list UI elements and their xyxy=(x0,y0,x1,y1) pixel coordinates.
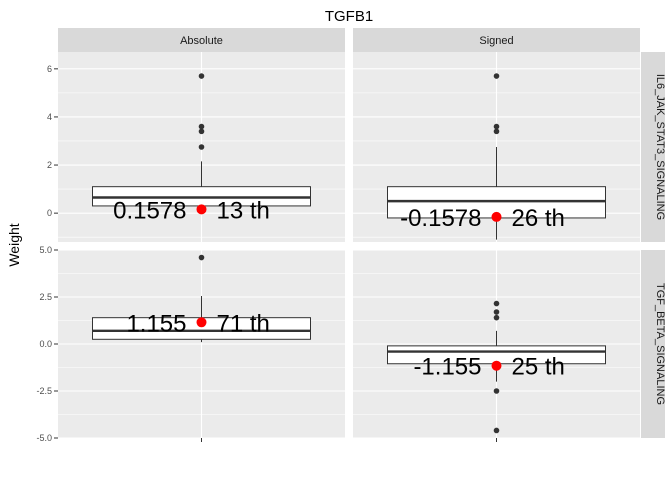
highlight-value-label: 0.1578 xyxy=(113,197,186,224)
y-tick-label: 5.0 xyxy=(39,245,52,255)
column-strip-label: Signed xyxy=(479,35,513,47)
highlight-rank-label: 13 th xyxy=(217,197,270,224)
highlight-point xyxy=(196,317,207,328)
y-tick-label: -2.5 xyxy=(36,386,52,396)
outlier-point xyxy=(198,128,205,135)
outlier-point xyxy=(198,144,205,150)
y-tick-label: 2.5 xyxy=(39,292,52,302)
row-strip-label: IL6_JAK_STAT3_SIGNALING xyxy=(654,74,666,220)
highlight-value-label: 1.155 xyxy=(126,310,186,337)
outlier-point xyxy=(493,73,500,79)
column-strip xyxy=(58,28,345,52)
outlier-point xyxy=(198,254,205,261)
outlier-point xyxy=(493,427,500,434)
y-tick-label: 6 xyxy=(47,64,52,74)
outlier-point xyxy=(493,309,500,315)
highlight-value-label: -1.155 xyxy=(413,354,481,381)
y-tick-label: 2 xyxy=(47,160,52,170)
y-tick-label: -5.0 xyxy=(36,433,52,443)
outlier-point xyxy=(198,73,205,79)
highlight-point xyxy=(491,360,502,371)
chart-title: TGFB1 xyxy=(325,8,373,25)
column-strip-label: Absolute xyxy=(180,35,223,47)
outlier-point xyxy=(493,123,500,130)
y-tick-label: 4 xyxy=(47,112,52,122)
highlight-rank-label: 71 th xyxy=(217,310,270,337)
outlier-point xyxy=(493,300,500,307)
highlight-value-label: -0.1578 xyxy=(400,205,481,232)
y-tick-label: 0.0 xyxy=(39,339,52,349)
highlight-rank-label: 26 th xyxy=(512,205,565,232)
highlight-point xyxy=(491,211,502,222)
outlier-point xyxy=(198,123,205,130)
highlight-rank-label: 25 th xyxy=(512,354,565,381)
plot-layer: Absolute Signed IL6_JAK_STAT3_SIGNALING TGF… xyxy=(36,28,666,443)
outlier-point xyxy=(493,314,500,321)
y-tick-label: 0 xyxy=(47,208,52,218)
y-axis-title: Weight xyxy=(6,223,22,266)
outlier-point xyxy=(493,128,500,135)
row-strip xyxy=(641,52,665,242)
highlight-point xyxy=(196,204,207,215)
outlier-point xyxy=(493,388,500,394)
row-strip-label: TGF_BETA_SIGNALING xyxy=(654,283,666,405)
column-strip xyxy=(353,28,640,52)
row-strip xyxy=(641,250,665,438)
